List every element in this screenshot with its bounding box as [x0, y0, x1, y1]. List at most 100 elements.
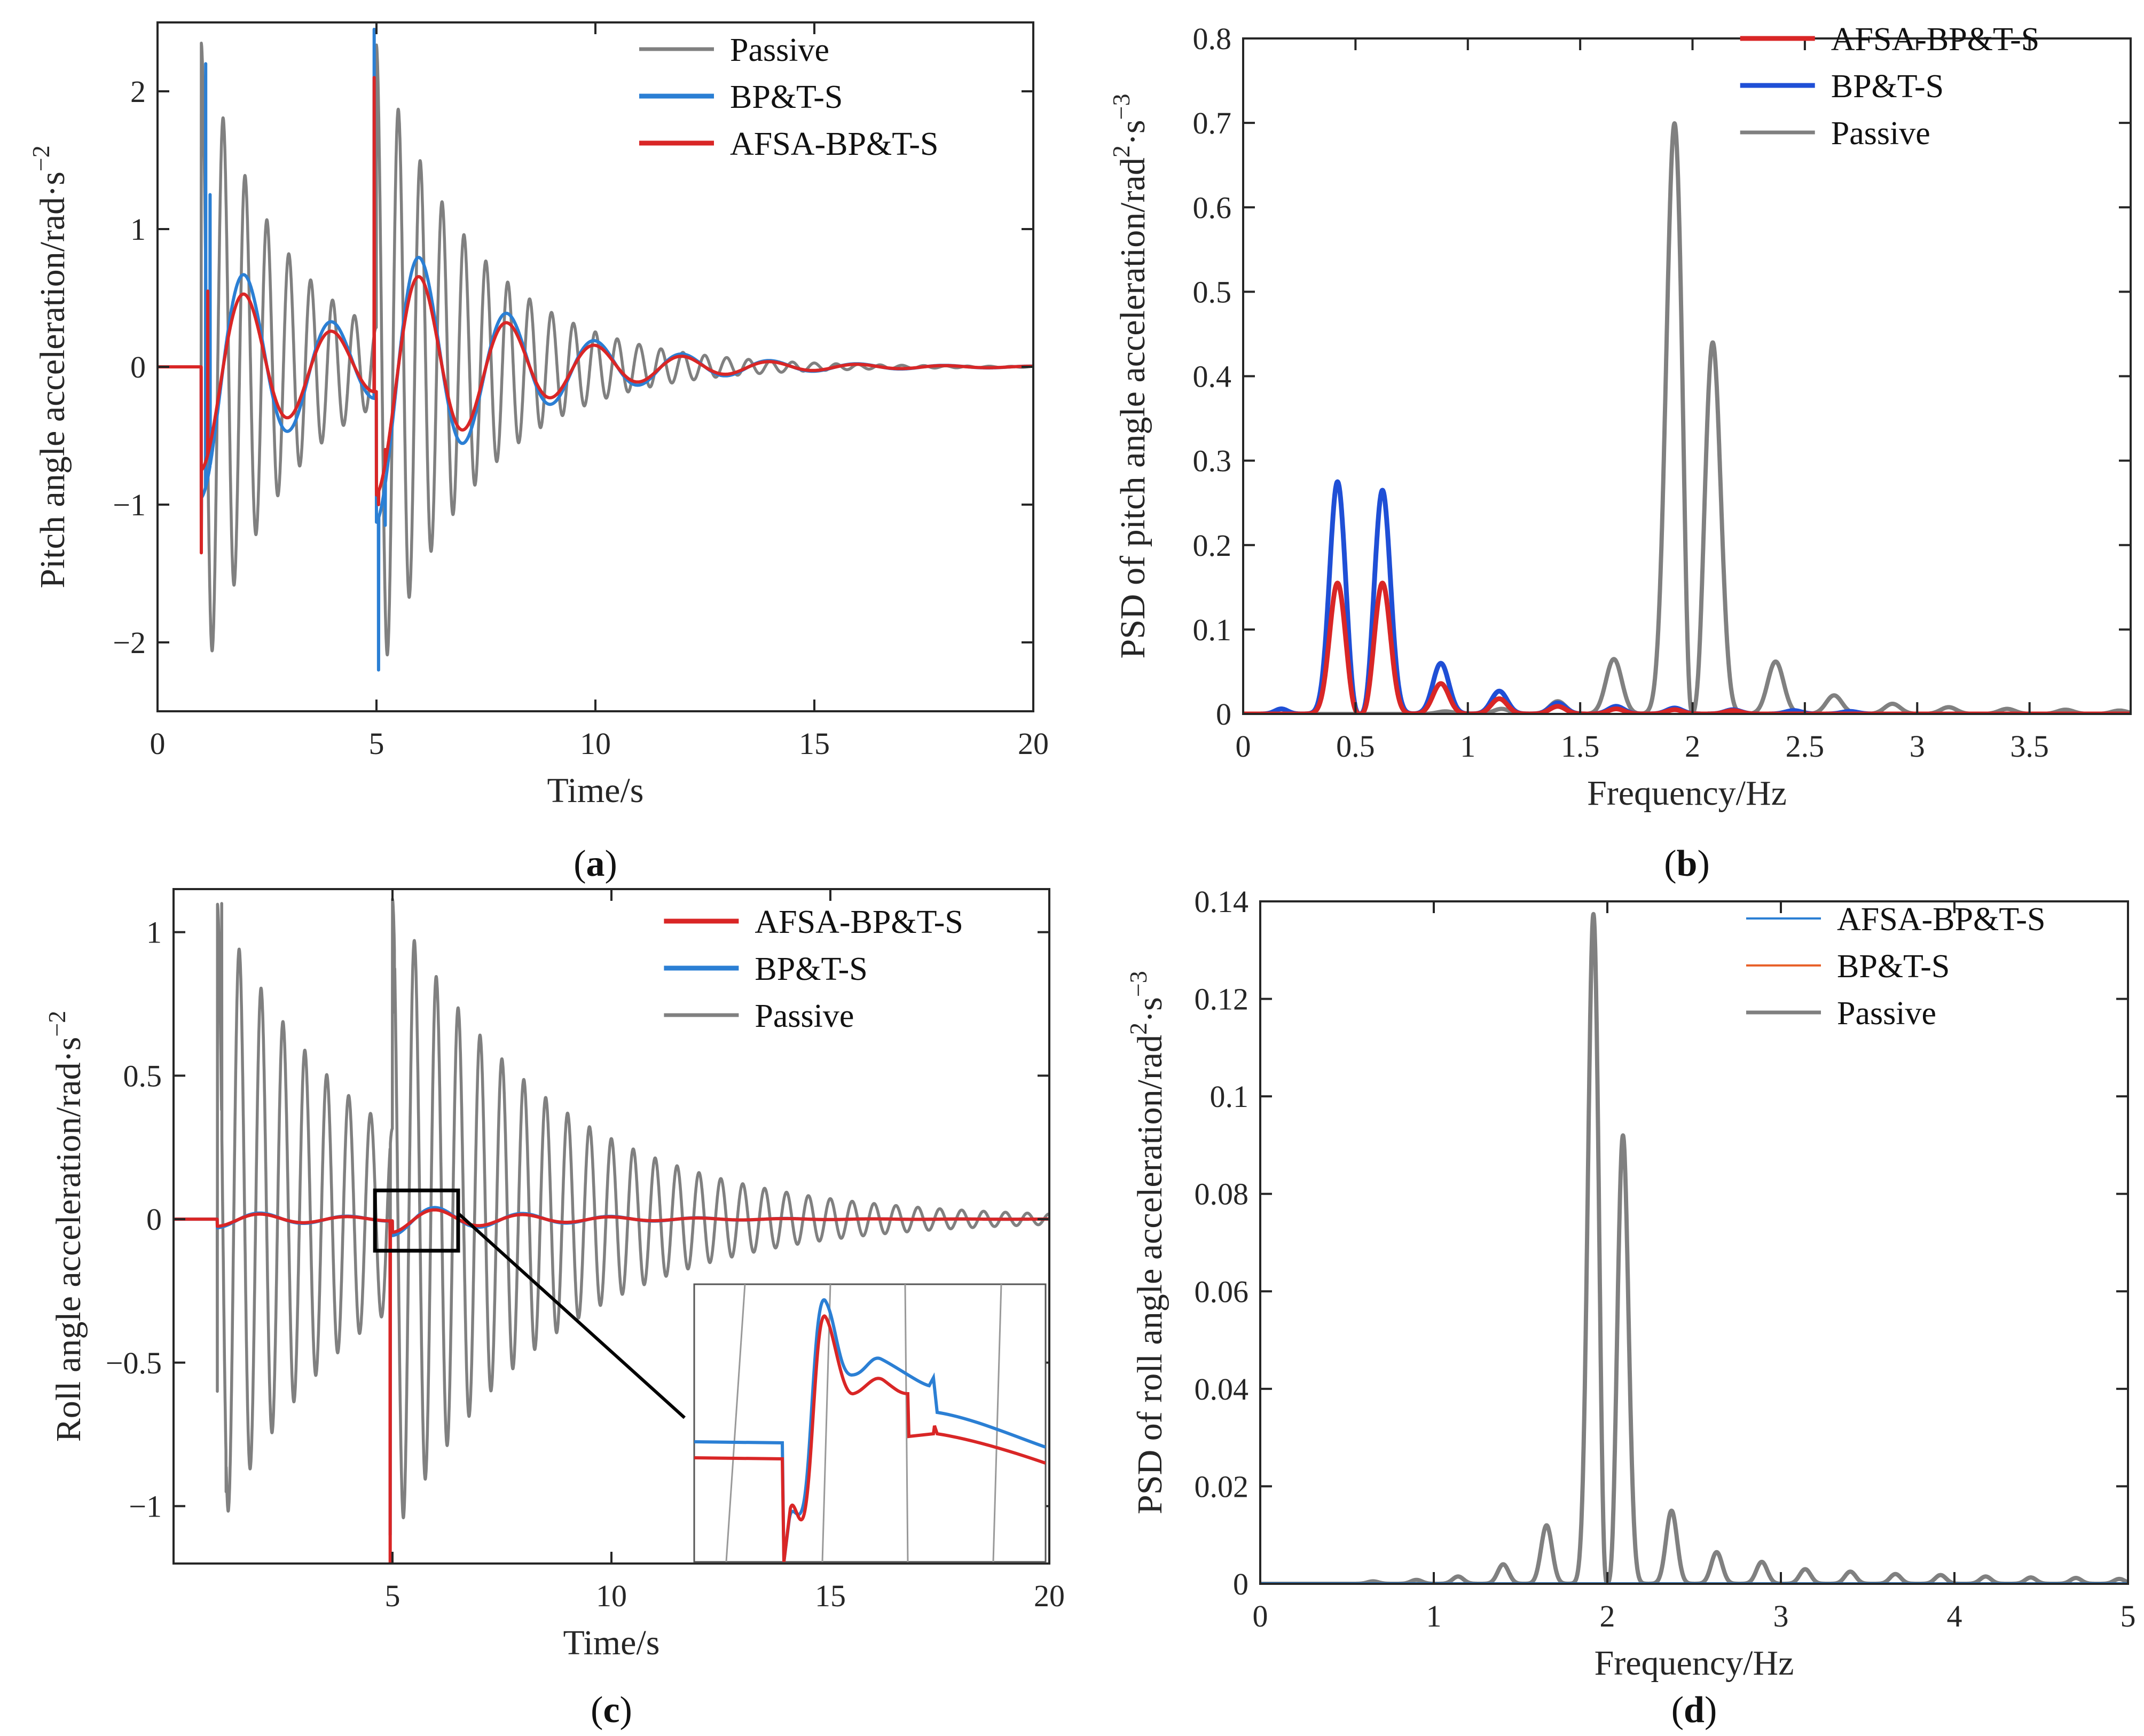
- x-tick-label: 1: [1426, 1599, 1442, 1633]
- inset-passive-line: [992, 1284, 1002, 1562]
- legend-label: Passive: [1837, 995, 1936, 1032]
- y-tick-label: 0: [1216, 697, 1231, 732]
- y-tick-label: 1: [146, 915, 162, 950]
- y-axis-label: PSD of roll angle acceleration/rad2·s−3: [1125, 971, 1169, 1514]
- zoom-pointer: [457, 1212, 686, 1419]
- series-line-passive: [1260, 912, 2128, 1584]
- inset-series-bpts: [694, 1298, 1046, 1562]
- series-group: [1260, 912, 2128, 1584]
- y-tick-label: 0: [130, 350, 146, 384]
- y-tick-label: −1: [129, 1489, 162, 1524]
- panel-caption: (a): [574, 843, 617, 884]
- legend: AFSA-BP&T-S BP&T-S Passive: [1746, 901, 2046, 1032]
- x-axis-label: Time/s: [563, 1623, 660, 1662]
- y-axis-label: Pitch angle acceleration/rad·s−2: [27, 145, 72, 588]
- series-line-afsa-bp-t-s: [158, 76, 1033, 555]
- inset-series-afsa: [694, 1314, 1046, 1562]
- panel-c: 5 10 15 20 −1 −0.5 0 0.5 1 Time/s Roll angle accel…: [43, 888, 1065, 1731]
- x-tick-label: 4: [1947, 1599, 1962, 1633]
- x-tick-label: 5: [369, 726, 384, 761]
- panel-d: 0 1 2 3 4 5 0 0.02 0.04 0.06 0.08 0.1 0.12 0.14 Freque…: [1125, 884, 2136, 1731]
- series-line-passive: [174, 897, 1049, 1551]
- panel-caption: (b): [1664, 843, 1710, 884]
- zoom-box: [373, 1188, 460, 1253]
- y-tick-label: 0.1: [1193, 612, 1232, 647]
- x-tick-label: 3: [1773, 1599, 1789, 1633]
- panel-caption: (d): [1671, 1690, 1717, 1731]
- y-tick-label: 0.12: [1195, 982, 1249, 1017]
- x-tick-label: 0: [1236, 729, 1251, 764]
- x-tick-label: 2.5: [1786, 729, 1825, 764]
- legend-label: Passive: [730, 32, 829, 68]
- x-tick-label: 2: [1600, 1599, 1615, 1633]
- legend-label: BP&T-S: [1837, 948, 1950, 985]
- y-tick-label: −2: [113, 625, 146, 660]
- legend-label: Passive: [755, 998, 854, 1034]
- y-tick-label: 0.04: [1195, 1372, 1249, 1407]
- y-tick-label: 0.2: [1193, 528, 1232, 563]
- y-tick-label: 0.1: [1210, 1079, 1249, 1114]
- y-tick-label: 0.5: [123, 1058, 162, 1093]
- x-axis-label: Time/s: [547, 771, 644, 810]
- panel-caption: (c): [591, 1690, 632, 1731]
- y-tick-label: 0.02: [1195, 1469, 1249, 1504]
- x-tick-label: 10: [580, 726, 611, 761]
- x-tick-label: 20: [1018, 726, 1049, 761]
- x-tick-label: 3: [1910, 729, 1925, 764]
- x-tick-label: 1: [1460, 729, 1475, 764]
- y-tick-label: 0: [146, 1202, 162, 1237]
- legend: AFSA-BP&T-S BP&T-S Passive: [664, 904, 963, 1034]
- legend-label: BP&T-S: [1831, 68, 1944, 105]
- panel-a: 0 5 10 15 20 −2 −1 0 1 2 Time/s Pitch angle acceler…: [27, 21, 1049, 884]
- legend-label: AFSA-BP&T-S: [1831, 21, 2040, 58]
- legend-label: AFSA-BP&T-S: [730, 126, 939, 162]
- legend-label: BP&T-S: [730, 79, 843, 115]
- x-tick-label: 15: [799, 726, 830, 761]
- series-line-afsa-bp-t-s: [174, 1208, 1049, 1564]
- inset-passive-line: [725, 1284, 746, 1562]
- legend-label: AFSA-BP&T-S: [755, 904, 963, 940]
- y-tick-label: 0.14: [1195, 884, 1249, 919]
- x-tick-label: 10: [596, 1578, 627, 1613]
- x-tick-label: 0: [1253, 1599, 1268, 1633]
- x-tick-label: 20: [1034, 1578, 1065, 1613]
- x-tick-label: 0: [150, 726, 166, 761]
- y-axis-label: Roll angle acceleration/rad·s−2: [43, 1011, 88, 1442]
- x-axis-label: Frequency/Hz: [1595, 1644, 1794, 1683]
- series-line-afsa-bp-t-s: [1243, 580, 2131, 714]
- x-tick-label: 2: [1685, 729, 1700, 764]
- series-group: [1243, 121, 2131, 714]
- legend-label: BP&T-S: [755, 951, 867, 987]
- y-tick-label: 0.5: [1193, 274, 1232, 309]
- inset-passive-line: [904, 1284, 909, 1562]
- y-tick-label: 0.8: [1193, 21, 1232, 56]
- legend-label: AFSA-BP&T-S: [1837, 901, 2046, 938]
- x-axis-label: Frequency/Hz: [1587, 774, 1787, 813]
- y-tick-label: 0.06: [1195, 1274, 1249, 1309]
- y-tick-label: 1: [130, 212, 146, 247]
- legend-label: Passive: [1831, 115, 1930, 152]
- y-tick-label: 0.6: [1193, 190, 1232, 225]
- y-tick-label: 0: [1233, 1567, 1248, 1601]
- x-tick-label: 15: [815, 1578, 846, 1613]
- legend: Passive BP&T-S AFSA-BP&T-S: [639, 32, 939, 162]
- x-tick-label: 3.5: [2010, 729, 2049, 764]
- x-tick-label: 5: [2121, 1599, 2136, 1633]
- y-tick-label: 0.08: [1195, 1177, 1249, 1212]
- series-group: [158, 27, 1033, 672]
- inset-passive-line: [821, 1284, 831, 1562]
- y-axis-label: PSD of pitch angle acceleration/rad2·s−3: [1108, 94, 1152, 659]
- y-tick-label: 0.7: [1193, 106, 1232, 140]
- inset: [693, 1283, 1047, 1563]
- y-tick-label: −1: [113, 488, 146, 522]
- y-tick-label: 0.4: [1193, 359, 1232, 394]
- series-line-bp-t-s: [158, 27, 1033, 672]
- x-tick-label: 0.5: [1336, 729, 1375, 764]
- y-tick-label: −0.5: [106, 1346, 162, 1380]
- series-group: [174, 897, 1049, 1564]
- x-tick-label: 5: [385, 1578, 400, 1613]
- y-tick-label: 0.3: [1193, 444, 1232, 478]
- x-tick-label: 1.5: [1561, 729, 1600, 764]
- inset-frame: [693, 1283, 1047, 1563]
